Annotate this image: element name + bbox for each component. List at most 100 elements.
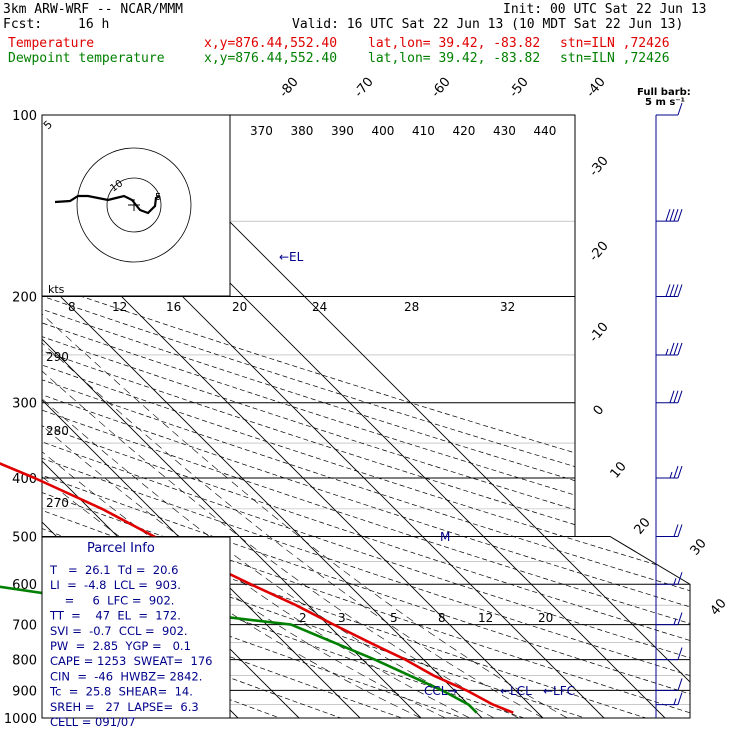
dewpoint-profile bbox=[0, 585, 478, 714]
wind-barb-flag bbox=[665, 284, 671, 297]
parcel-info-row: CIN = -46 HWBZ= 2842. bbox=[50, 669, 202, 683]
wind-barb-flag bbox=[673, 524, 679, 537]
wind-barb-flag bbox=[673, 209, 679, 222]
wind-barb-half bbox=[673, 578, 677, 585]
parcel-info-row: Tc = 25.8 SHEAR= 14. bbox=[49, 685, 193, 699]
mixing-ratio-label: 32 bbox=[500, 300, 515, 314]
dry-adiabat bbox=[42, 115, 690, 718]
parcel-info-title: Parcel Info bbox=[87, 541, 155, 556]
isotherm-line bbox=[42, 115, 483, 718]
dry-adiabat bbox=[42, 115, 690, 718]
wind-barb-flag bbox=[677, 524, 683, 537]
isotherm-tick-label: -10 bbox=[587, 320, 612, 346]
parcel-info-box bbox=[41, 536, 231, 719]
mixing-ratio-label: 12 bbox=[478, 611, 493, 625]
wind-barb-flag bbox=[677, 612, 683, 625]
isotherm-tick-label: -60 bbox=[429, 75, 454, 101]
theta-tick-label: 390 bbox=[331, 124, 354, 138]
dry-adiabat bbox=[42, 115, 690, 718]
pressure-tick-label: 100 bbox=[12, 109, 37, 124]
temperature-station: stn=ILN ,72426 bbox=[560, 36, 670, 51]
wind-barb-flag bbox=[665, 209, 671, 222]
lfc-label: ←LFC bbox=[543, 684, 575, 698]
dewpoint-xy: x,y=876.44,552.40 bbox=[204, 51, 338, 66]
dry-adiabat bbox=[42, 115, 524, 718]
parcel-info-row: PW = 2.85 YGP = 0.1 bbox=[50, 639, 191, 653]
temperature-xy: x,y=876.44,552.40 bbox=[204, 36, 338, 51]
mixing-ratio-label: 8 bbox=[438, 611, 446, 625]
theta-tick-label: 420 bbox=[453, 124, 476, 138]
barb-legend-label: Full barb: bbox=[637, 87, 691, 98]
mixing-ratio-label: 28 bbox=[404, 300, 419, 314]
isotherm-tick-label: -80 bbox=[277, 75, 302, 101]
isotherm-tick-label: 40 bbox=[708, 596, 730, 618]
init-time: Init: 00 UTC Sat 22 Jun 13 bbox=[503, 2, 707, 17]
lcl-label: ←LCL bbox=[500, 684, 532, 698]
wind-barb-flag bbox=[673, 284, 679, 297]
pressure-tick-label: 200 bbox=[12, 291, 37, 306]
dry-adiabat bbox=[42, 115, 690, 718]
isotherm-tick-label: -30 bbox=[587, 154, 612, 180]
wind-barb-flag bbox=[677, 390, 683, 403]
mixing-ratio-label: 20 bbox=[538, 611, 553, 625]
el-label: ←EL bbox=[279, 250, 304, 264]
wind-barb-half bbox=[673, 618, 677, 625]
theta-tick-label: 400 bbox=[372, 124, 395, 138]
mixing-ratio-label: 3 bbox=[338, 611, 346, 625]
parcel-info-row: T = 26.1 Td = 20.6 bbox=[49, 563, 178, 577]
theta-tick-label: 440 bbox=[534, 124, 557, 138]
theta-tick-label: 380 bbox=[291, 124, 314, 138]
dry-adiabat bbox=[42, 115, 690, 718]
wind-barb-flag bbox=[677, 342, 683, 356]
wind-barb-flag bbox=[677, 102, 683, 116]
theta-tick-label: 290 bbox=[46, 350, 69, 364]
wind-barb-flag bbox=[669, 284, 675, 297]
parcel-info-row: SVI = -0.7 CCL = 902. bbox=[50, 624, 188, 638]
theta-tick-label: 280 bbox=[46, 424, 69, 438]
hodograph-ring bbox=[106, 177, 162, 233]
wind-barb-half bbox=[665, 348, 669, 356]
parcel-info-row: LI = -4.8 LCL = 903. bbox=[50, 578, 181, 592]
wind-barb-flag bbox=[677, 209, 683, 222]
wind-barb-flag bbox=[677, 284, 683, 297]
isotherm-tick-label: 10 bbox=[608, 459, 630, 481]
theta-tick-label: 430 bbox=[493, 124, 516, 138]
valid-time: Valid: 16 UTC Sat 22 Jun 13 (10 MDT Sat … bbox=[292, 17, 684, 32]
isotherm-tick-label: 20 bbox=[632, 515, 654, 537]
parcel-info-row: = 6 LFC = 902. bbox=[50, 593, 174, 607]
dry-adiabat bbox=[42, 115, 690, 718]
isotherm-tick-label: -70 bbox=[352, 75, 377, 101]
dry-adiabat bbox=[42, 115, 690, 718]
dry-adiabat bbox=[42, 115, 690, 718]
moist-adiabat bbox=[42, 296, 544, 718]
dewpoint-station: stn=ILN ,72426 bbox=[560, 51, 670, 66]
wind-barb-flag bbox=[673, 342, 679, 356]
wind-barb-flag bbox=[677, 465, 683, 479]
parcel-info-row: CAPE = 1253 SWEAT= 176 bbox=[50, 654, 212, 668]
forecast-hours: 16 h bbox=[78, 17, 110, 32]
barb-legend-unit: 5 m s⁻¹ bbox=[645, 97, 685, 108]
wind-barb-flag bbox=[669, 390, 675, 403]
temperature-latlon: lat,lon= 39.42, -83.82 bbox=[368, 36, 541, 51]
isotherm-tick-label: 30 bbox=[688, 536, 710, 558]
dry-adiabat bbox=[42, 115, 690, 718]
mixing-ratio-label: 8 bbox=[68, 300, 76, 314]
pressure-tick-label: 700 bbox=[12, 619, 37, 634]
wind-barb-half bbox=[673, 698, 677, 705]
mixing-ratio-label: 2 bbox=[299, 611, 307, 625]
dewpoint-legend: Dewpoint temperature bbox=[8, 51, 165, 66]
dry-adiabat bbox=[42, 115, 690, 718]
pressure-tick-label: 800 bbox=[12, 654, 37, 669]
theta-tick-label: 270 bbox=[46, 496, 69, 510]
dewpoint-latlon: lat,lon= 39.42, -83.82 bbox=[368, 51, 541, 66]
wind-barb-flag bbox=[677, 678, 683, 691]
parcel-info-row: CELL = 091/07 bbox=[50, 715, 136, 729]
wind-barb-flag bbox=[669, 342, 675, 356]
parcel-info-row: SREH = 27 LAPSE= 6.3 bbox=[50, 700, 199, 714]
mixing-ratio-label: 24 bbox=[312, 300, 327, 314]
dry-adiabat bbox=[42, 115, 585, 718]
pressure-tick-label: 300 bbox=[12, 397, 37, 412]
hodograph-units: kts bbox=[48, 283, 65, 296]
moist-adiabat bbox=[42, 296, 470, 718]
moist-adiabat bbox=[42, 296, 495, 718]
